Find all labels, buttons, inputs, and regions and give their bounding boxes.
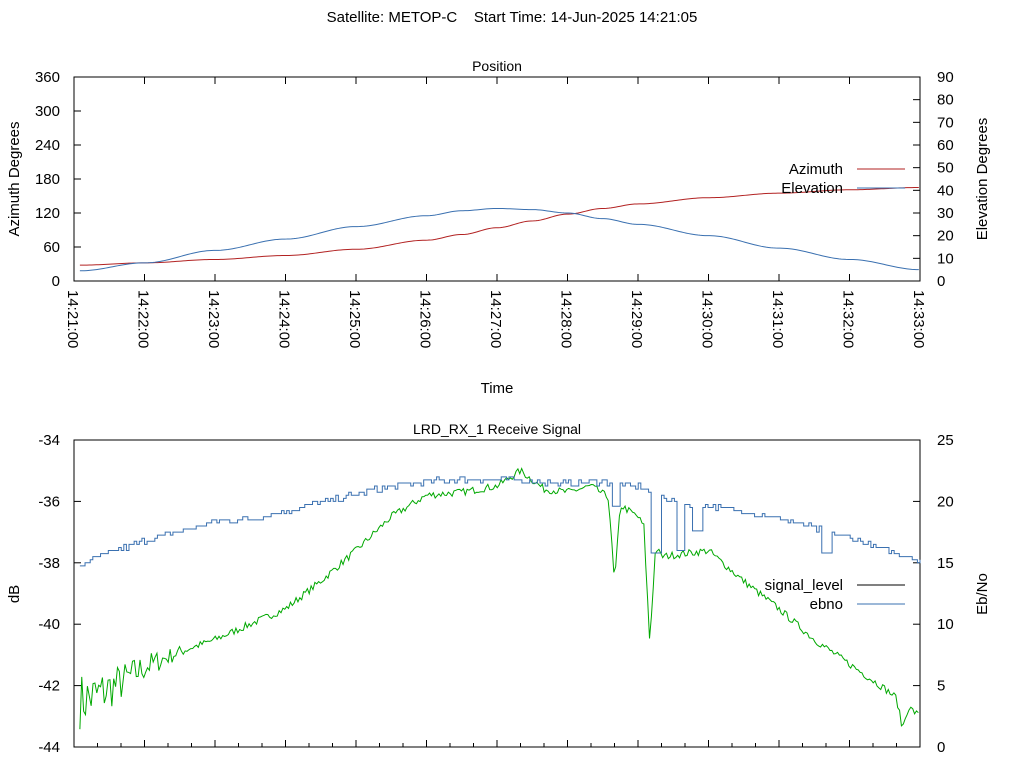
- position-y-tick-label: 360: [35, 69, 60, 86]
- position-y2-tick-label: 20: [937, 228, 954, 245]
- position-x-tick-label: 14:21:00: [64, 290, 81, 348]
- position-chart: Position Azimuth Degrees Elevation Degre…: [6, 58, 991, 397]
- signal-chart: LRD_RX_1 Receive Signal dB Eb/No -44-42-…: [6, 421, 991, 756]
- signal-y-axis-label: dB: [6, 585, 23, 603]
- position-chart-title: Position: [472, 58, 522, 74]
- position-y-tick-label: 0: [52, 273, 60, 290]
- position-x-tick-label: 14:30:00: [699, 290, 716, 348]
- position-ticks: 0 60 120 180 240 300 360 0 10 20 30 40 50 60 70 80 90 14:…: [35, 69, 954, 348]
- position-x-tick-label: 14:28:00: [558, 290, 575, 348]
- signal-chart-title: LRD_RX_1 Receive Signal: [413, 421, 581, 437]
- position-y-tick-label: 240: [35, 137, 60, 154]
- signal-y-tick-label: -40: [38, 616, 60, 633]
- position-y-tick-label: 300: [35, 103, 60, 120]
- position-series: [79, 187, 919, 272]
- signal-y-tick-label: -34: [38, 432, 60, 449]
- signal-legend-label: ebno: [810, 596, 843, 613]
- signal-y2-tick-label: 20: [937, 493, 954, 510]
- signal-y2-tick-label: 25: [937, 432, 954, 449]
- position-legend-label: Azimuth: [789, 161, 843, 178]
- position-x-tick-label: 14:26:00: [417, 290, 434, 348]
- position-legend-label: Elevation: [781, 180, 843, 197]
- position-x-tick-label: 14:32:00: [840, 290, 857, 348]
- signal-legend-label: signal_level: [765, 577, 843, 594]
- position-x-tick-label: 14:25:00: [346, 290, 363, 348]
- signal-y2-tick-label: 15: [937, 555, 954, 572]
- signal-series-line-signal-level: [79, 467, 919, 730]
- position-y-tick-label: 60: [43, 239, 60, 256]
- position-x-tick-label: 14:22:00: [135, 290, 152, 348]
- signal-series: [79, 467, 921, 730]
- position-y2-tick-label: 80: [937, 92, 954, 109]
- position-y2-tick-label: 10: [937, 250, 954, 267]
- position-y-tick-label: 120: [35, 205, 60, 222]
- position-y2-tick-label: 50: [937, 160, 954, 177]
- position-x-tick-label: 14:33:00: [910, 290, 927, 348]
- position-y2-tick-label: 0: [937, 273, 945, 290]
- signal-y-tick-label: -42: [38, 678, 60, 695]
- signal-y2-tick-label: 5: [937, 678, 945, 695]
- position-x-tick-label: 14:29:00: [628, 290, 645, 348]
- position-x-tick-label: 14:31:00: [769, 290, 786, 348]
- signal-ticks: -44 -42 -40 -38 -36 -34 0 5 10 15 20 25: [38, 432, 953, 756]
- signal-y2-tick-label: 0: [937, 739, 945, 756]
- signal-y2-tick-label: 10: [937, 616, 954, 633]
- position-y-axis-label: Azimuth Degrees: [6, 121, 23, 236]
- signal-y-tick-label: -36: [38, 493, 60, 510]
- position-y2-tick-label: 40: [937, 182, 954, 199]
- position-y-tick-label: 180: [35, 171, 60, 188]
- position-y2-tick-label: 90: [937, 69, 954, 86]
- position-series-line-elevation: [79, 207, 919, 272]
- position-y2-tick-label: 30: [937, 205, 954, 222]
- signal-series-line-ebno: [79, 476, 921, 567]
- page-title: Satellite: METOP-C Start Time: 14-Jun-20…: [327, 9, 698, 26]
- position-x-axis-label: Time: [481, 380, 514, 397]
- signal-y-tick-label: -38: [38, 555, 60, 572]
- position-x-tick-label: 14:27:00: [487, 290, 504, 348]
- position-y2-tick-label: 60: [937, 137, 954, 154]
- position-plot-frame: [73, 76, 921, 282]
- position-legend: Azimuth Elevation: [781, 161, 905, 197]
- signal-y-tick-label: -44: [38, 739, 60, 756]
- position-y2-axis-label: Elevation Degrees: [974, 118, 991, 241]
- position-x-tick-label: 14:23:00: [205, 290, 222, 348]
- position-x-tick-label: 14:24:00: [276, 290, 293, 348]
- position-series-line-azimuth: [79, 187, 919, 266]
- signal-y2-axis-label: Eb/No: [974, 573, 991, 615]
- position-y2-tick-label: 70: [937, 114, 954, 131]
